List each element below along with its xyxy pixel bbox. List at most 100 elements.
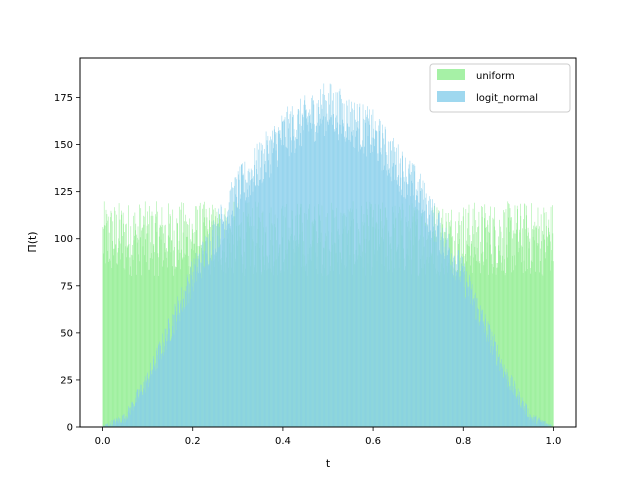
bar-logit-normal (300, 125, 302, 428)
bar-logit-normal (328, 119, 330, 427)
bar-logit-normal (389, 142, 391, 427)
bar-logit-normal (321, 104, 322, 428)
bar-logit-normal (535, 415, 537, 427)
bar-logit-normal (420, 190, 422, 427)
bar-logit-normal (438, 250, 440, 427)
bar-logit-normal (272, 153, 274, 428)
bar-logit-normal (244, 192, 245, 427)
bar-logit-normal (256, 169, 257, 427)
bar-logit-normal (446, 239, 448, 427)
bar-uniform (534, 240, 535, 427)
bar-logit-normal (469, 276, 471, 427)
bar-logit-normal (335, 117, 336, 427)
bar-logit-normal (274, 125, 275, 427)
bar-logit-normal (319, 125, 321, 427)
bar-logit-normal (473, 297, 475, 427)
bar-logit-normal (548, 424, 550, 427)
bar-logit-normal (287, 128, 289, 427)
bar-logit-normal (493, 349, 494, 427)
bar-uniform (132, 259, 134, 427)
bar-logit-normal (543, 425, 545, 427)
bar-uniform (543, 234, 544, 427)
bar-uniform (542, 275, 544, 427)
bar-logit-normal (531, 416, 532, 427)
bar-logit-normal (281, 115, 283, 427)
bar-logit-normal (332, 124, 334, 427)
bar-uniform (162, 225, 163, 427)
bar-uniform (507, 217, 509, 427)
bar-logit-normal (354, 102, 355, 428)
bar-logit-normal (307, 116, 308, 427)
bar-logit-normal (247, 170, 249, 427)
bar-logit-normal (113, 421, 114, 427)
bar-logit-normal (480, 305, 482, 427)
bar-logit-normal (520, 407, 521, 427)
bar-logit-normal (184, 309, 185, 427)
bar-logit-normal (316, 125, 317, 428)
bar-logit-normal (271, 139, 272, 427)
bar-logit-normal (347, 123, 348, 427)
bar-uniform (136, 242, 138, 427)
bar-logit-normal (212, 230, 213, 427)
bar-logit-normal (374, 139, 376, 427)
bar-logit-normal (479, 320, 481, 427)
bar-uniform (539, 272, 541, 427)
bar-logit-normal (252, 191, 254, 427)
bar-uniform (108, 261, 110, 427)
bar-logit-normal (521, 397, 523, 427)
bar-logit-normal (148, 379, 150, 427)
bar-uniform (513, 233, 515, 427)
bar-logit-normal (111, 420, 113, 427)
bar-uniform (127, 246, 128, 427)
bar-logit-normal (127, 411, 129, 427)
bar-logit-normal (447, 237, 449, 427)
bar-logit-normal (220, 204, 222, 427)
bar-logit-normal (198, 254, 200, 427)
bar-uniform (523, 260, 525, 427)
bar-uniform (529, 238, 531, 427)
bar-logit-normal (239, 166, 241, 428)
bar-uniform (502, 255, 503, 427)
bar-logit-normal (199, 253, 201, 427)
bar-logit-normal (374, 121, 376, 427)
bar-logit-normal (213, 220, 215, 427)
bar-logit-normal (423, 212, 425, 427)
bar-logit-normal (177, 296, 178, 427)
bar-logit-normal (369, 152, 371, 427)
bar-logit-normal (149, 370, 151, 427)
bar-logit-normal (194, 265, 196, 427)
bar-logit-normal (284, 121, 285, 428)
bar-logit-normal (467, 287, 468, 427)
bar-logit-normal (477, 307, 478, 427)
bar-logit-normal (323, 116, 324, 427)
bar-uniform (141, 228, 143, 427)
bar-logit-normal (327, 120, 328, 428)
bar-uniform (546, 236, 548, 427)
bar-logit-normal (517, 388, 519, 427)
bar-logit-normal (421, 188, 422, 427)
bar-logit-normal (527, 408, 529, 427)
bar-logit-normal (204, 251, 206, 427)
bar-logit-normal (326, 100, 327, 428)
bar-logit-normal (493, 334, 495, 427)
bar-logit-normal (418, 202, 419, 427)
bar-logit-normal (113, 419, 115, 427)
bar-logit-normal (235, 194, 236, 427)
bar-logit-normal (153, 356, 154, 427)
bar-logit-normal (158, 343, 160, 427)
bar-logit-normal (165, 338, 166, 427)
bar-logit-normal (411, 180, 413, 427)
x-tick-label: 1.0 (546, 436, 562, 447)
bar-uniform (107, 216, 109, 427)
bar-uniform (139, 237, 141, 427)
bar-logit-normal (128, 406, 129, 427)
bar-uniform (507, 257, 508, 427)
bar-logit-normal (228, 202, 230, 427)
bar-logit-normal (431, 237, 432, 427)
bar-logit-normal (154, 370, 156, 427)
bar-logit-normal (283, 145, 284, 428)
bar-logit-normal (385, 129, 386, 427)
bar-logit-normal (436, 236, 437, 427)
bar-logit-normal (507, 387, 509, 427)
x-tick-label: 0.6 (365, 436, 381, 447)
